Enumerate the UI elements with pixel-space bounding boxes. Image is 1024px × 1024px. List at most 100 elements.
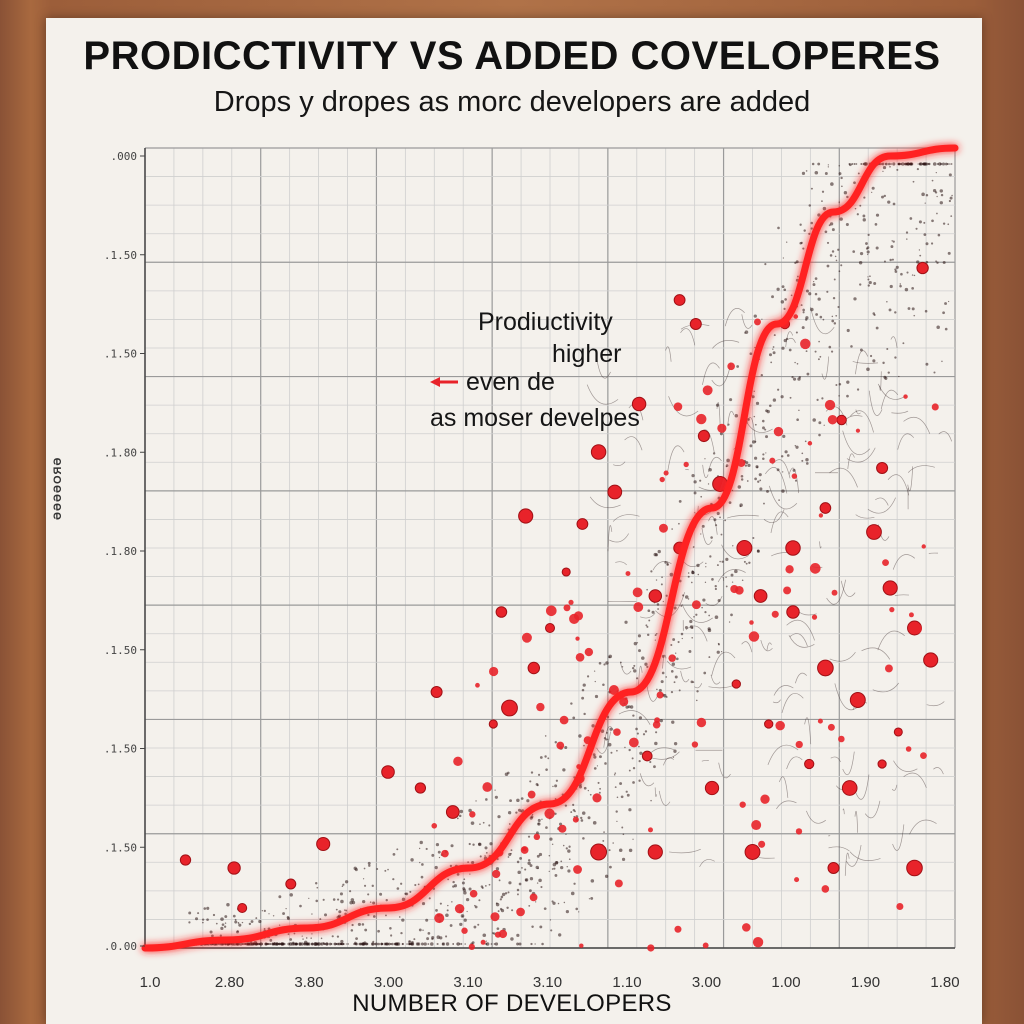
noise-dot [931, 219, 934, 223]
annotation-arrow [430, 377, 458, 387]
noise-dot [608, 849, 611, 852]
noise-dot [772, 398, 777, 402]
noise-dot [534, 943, 536, 945]
data-point [545, 605, 557, 617]
noise-dot [494, 789, 496, 791]
noise-dot [539, 756, 543, 759]
noise-dot [425, 847, 428, 851]
noise-dot [374, 942, 378, 946]
noise-dot [434, 865, 438, 870]
noise-stroke [796, 609, 817, 616]
noise-dot [596, 765, 599, 767]
noise-dot [881, 162, 885, 166]
noise-stroke [909, 819, 937, 835]
noise-dot [704, 611, 707, 614]
noise-dot [224, 922, 227, 924]
noise-dot [863, 196, 866, 199]
noise-dot [333, 942, 337, 946]
noise-dot [650, 799, 652, 802]
data-point [488, 719, 498, 729]
noise-dot [464, 943, 466, 945]
noise-dot [794, 445, 797, 447]
noise-stroke [595, 353, 611, 379]
noise-dot [707, 628, 712, 633]
noise-stroke [666, 660, 692, 670]
data-point [445, 805, 460, 819]
noise-dot [770, 361, 773, 364]
noise-dot [415, 942, 420, 946]
noise-dot [419, 840, 423, 845]
y-tick-label: .1.50 [104, 348, 137, 361]
noise-dot [661, 576, 663, 579]
noise-dot [911, 286, 914, 290]
noise-dot [720, 651, 723, 653]
noise-dot [562, 768, 566, 772]
noise-dot [221, 923, 225, 926]
noise-dot [492, 932, 494, 934]
noise-dot [582, 683, 586, 687]
noise-dot [494, 795, 498, 799]
noise-dot [862, 163, 865, 165]
noise-dot [788, 348, 792, 352]
data-point [490, 912, 500, 922]
noise-dot [427, 932, 431, 935]
noise-dot [570, 702, 573, 705]
noise-dot [691, 570, 694, 573]
noise-dot [272, 915, 275, 917]
noise-dot [447, 878, 449, 881]
noise-dot [802, 247, 805, 250]
data-point [908, 612, 914, 618]
noise-dot [255, 917, 258, 920]
noise-dot [756, 549, 760, 553]
noise-dot [310, 937, 312, 939]
noise-dot [782, 257, 785, 259]
noise-dot [810, 227, 813, 230]
noise-dot [874, 223, 878, 226]
noise-stroke [855, 409, 861, 415]
annotation-line-1: Prodiuctivity [478, 308, 613, 336]
noise-dot [384, 869, 387, 872]
noise-dot [931, 179, 934, 182]
noise-dot [485, 940, 487, 942]
noise-dot [692, 546, 695, 548]
noise-dot [753, 390, 755, 393]
noise-dot [852, 250, 856, 253]
noise-dot [307, 942, 311, 946]
noise-dot [716, 511, 720, 516]
noise-dot [456, 817, 459, 820]
noise-stroke [624, 436, 643, 451]
noise-dot [821, 200, 823, 202]
noise-dot [471, 861, 475, 865]
noise-dot [939, 189, 943, 193]
noise-dot [508, 881, 512, 885]
data-point [480, 939, 486, 945]
noise-dot [554, 861, 559, 865]
noise-dot [657, 549, 661, 554]
noise-dot [650, 570, 653, 573]
noise-dot [383, 942, 387, 946]
noise-dot [743, 560, 746, 563]
noise-dot [381, 943, 384, 945]
noise-stroke [586, 384, 619, 405]
noise-dot [302, 938, 304, 940]
noise-dot [581, 688, 585, 692]
x-tick-label: 1.10 [612, 974, 641, 991]
noise-dot [554, 797, 557, 800]
noise-stroke [880, 389, 899, 410]
noise-dot [497, 910, 500, 913]
noise-stroke [786, 619, 815, 641]
noise-dot [895, 265, 899, 269]
noise-dot [445, 935, 448, 938]
noise-dot [396, 848, 399, 851]
noise-dot [237, 922, 239, 924]
noise-dot [305, 937, 308, 939]
noise-dot [537, 773, 541, 776]
noise-dot [655, 731, 658, 734]
noise-dot [678, 689, 681, 692]
noise-stroke [829, 467, 858, 488]
noise-dot [197, 912, 200, 915]
noise-dot [682, 594, 685, 597]
noise-dot [280, 942, 284, 946]
noise-dot [713, 518, 717, 522]
noise-dot [602, 683, 605, 687]
